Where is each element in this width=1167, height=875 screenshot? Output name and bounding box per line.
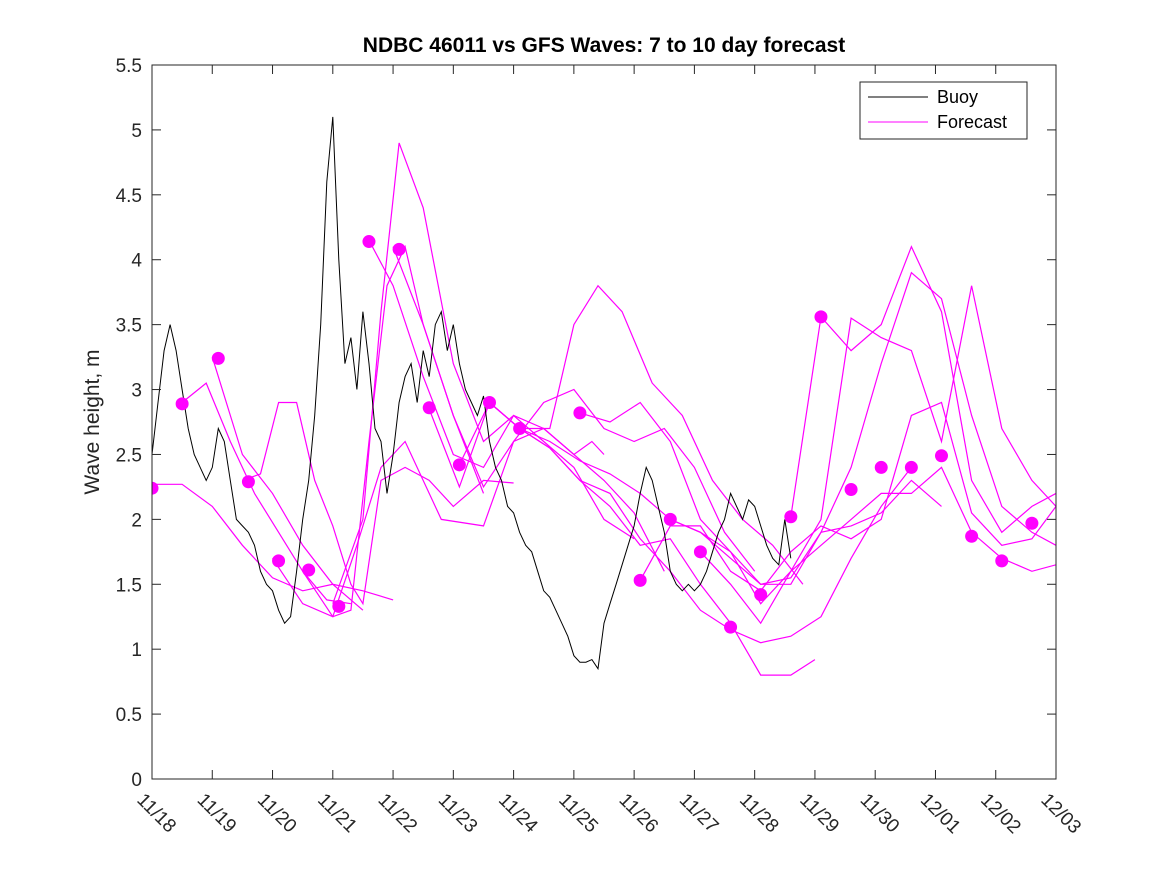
- forecast-line: [489, 402, 912, 644]
- forecast-line: [332, 142, 605, 604]
- legend: Buoy Forecast: [859, 81, 1028, 140]
- forecast-marker: [663, 512, 677, 526]
- forecast-line: [368, 240, 635, 540]
- buoy-line: [152, 116, 792, 671]
- y-tick-label: 5.5: [116, 56, 142, 77]
- y-axis-label: Wave height, m: [81, 349, 104, 494]
- forecast-marker: [452, 458, 466, 472]
- forecast-marker: [482, 396, 496, 410]
- y-tick-label: 4: [131, 251, 142, 272]
- forecast-marker: [422, 401, 436, 415]
- forecast-line: [392, 246, 756, 572]
- forecast-marker: [904, 460, 918, 474]
- forecast-marker: [633, 573, 647, 587]
- forecast-marker: [332, 599, 346, 613]
- y-tick-label: 2.5: [116, 445, 142, 466]
- forecast-marker: [724, 620, 738, 634]
- forecast-marker: [934, 449, 948, 463]
- forecast-marker: [362, 235, 376, 249]
- forecast-marker: [754, 588, 768, 602]
- plot-area: [152, 116, 1056, 676]
- forecast-marker: [513, 421, 527, 435]
- chart-title: NDBC 46011 vs GFS Waves: 7 to 10 day for…: [363, 34, 845, 57]
- y-tick-label: 1: [131, 640, 142, 661]
- legend-forecast-label: Forecast: [937, 112, 1007, 132]
- legend-box: [859, 81, 1028, 140]
- forecast-line: [181, 382, 351, 605]
- forecast-marker: [1025, 516, 1039, 530]
- plot-frame: [151, 64, 1057, 780]
- forecast-marker: [272, 554, 286, 568]
- forecast-marker: [152, 481, 159, 495]
- forecast-marker: [874, 460, 888, 474]
- forecast-marker: [784, 510, 798, 524]
- forecast-line: [790, 245, 1056, 534]
- y-tick-label: 0.5: [116, 705, 142, 726]
- forecast-marker: [211, 351, 225, 365]
- forecast-marker: [392, 242, 406, 256]
- forecast-marker: [995, 554, 1009, 568]
- forecast-line: [579, 401, 1056, 605]
- y-tick-label: 0: [131, 770, 142, 791]
- legend-buoy-label: Buoy: [937, 87, 978, 107]
- forecast-marker: [573, 406, 587, 420]
- y-tick-label: 2: [131, 510, 142, 531]
- forecast-marker: [814, 310, 828, 324]
- forecast-marker: [302, 563, 316, 577]
- forecast-line: [699, 285, 1056, 625]
- forecast-marker: [693, 545, 707, 559]
- forecast-line: [242, 401, 514, 606]
- forecast-marker: [175, 397, 189, 411]
- forecast-marker: [844, 483, 858, 497]
- y-tick-label: 4.5: [116, 186, 142, 207]
- y-tick-label: 1.5: [116, 575, 142, 596]
- y-tick-label: 5: [131, 121, 142, 142]
- forecast-line: [670, 271, 1056, 585]
- forecast-marker: [965, 529, 979, 543]
- forecast-marker: [241, 475, 255, 489]
- y-tick-label: 3.5: [116, 316, 142, 337]
- y-tick-label: 3: [131, 381, 142, 402]
